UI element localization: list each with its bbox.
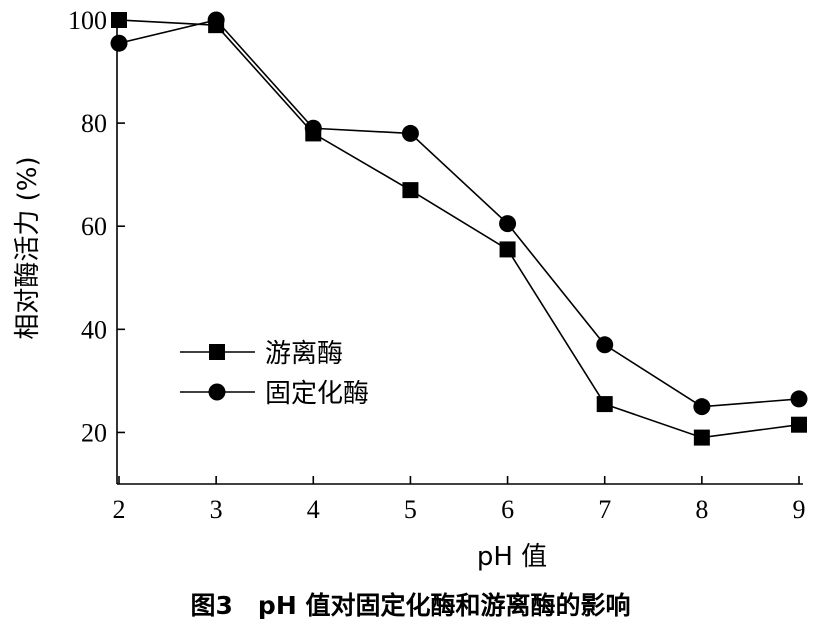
y-tick-label: 100 <box>68 6 107 35</box>
y-tick-label: 20 <box>81 418 107 447</box>
axes <box>116 12 803 485</box>
x-tick-label: 4 <box>307 495 320 524</box>
x-tick-label: 2 <box>113 495 126 524</box>
x-tick-label: 5 <box>404 495 417 524</box>
data-point-circle <box>401 124 419 142</box>
y-axis-ticks: 20 40 60 80 100 <box>68 6 125 447</box>
data-point-circle <box>304 119 322 137</box>
x-tick-label: 9 <box>793 495 806 524</box>
x-tick-label: 6 <box>501 495 514 524</box>
data-point-circle <box>596 336 614 354</box>
data-point-square <box>499 241 516 258</box>
legend-label: 游离酶 <box>265 339 343 369</box>
series-layer <box>110 11 808 446</box>
series-free-enzyme <box>111 12 807 446</box>
data-point-circle <box>790 390 808 408</box>
data-point-square <box>791 416 807 433</box>
x-tick-label: 3 <box>210 495 223 524</box>
data-point-square <box>596 396 613 413</box>
x-tick-label: 7 <box>598 495 611 524</box>
x-tick-label: 8 <box>695 495 708 524</box>
y-tick-label: 60 <box>81 212 107 241</box>
legend-circle-marker <box>208 383 226 401</box>
figure-caption: 图3 pH 值对固定化酶和游离酶的影响 <box>190 591 631 620</box>
legend-entry: 游离酶 <box>180 339 343 369</box>
data-point-circle <box>693 398 711 416</box>
series-immobilized-enzyme <box>110 11 808 416</box>
x-axis-ticks: 2 3 4 5 6 7 8 9 <box>113 476 806 524</box>
data-point-square <box>111 12 127 28</box>
data-point-circle <box>110 34 128 52</box>
y-tick-label: 40 <box>81 315 107 344</box>
data-point-circle <box>499 215 517 233</box>
x-axis-label: pH 值 <box>477 542 547 572</box>
data-point-square <box>402 182 419 199</box>
y-tick-label: 80 <box>81 109 107 138</box>
legend-square-marker <box>209 344 225 360</box>
legend-entry: 固定化酶 <box>180 379 369 409</box>
legend-label: 固定化酶 <box>265 379 369 409</box>
series-line <box>118 19 800 408</box>
series-line <box>118 19 800 439</box>
y-axis-label: 相对酶活力 (%) <box>13 156 43 339</box>
data-point-circle <box>207 11 225 29</box>
data-point-square <box>693 429 710 446</box>
